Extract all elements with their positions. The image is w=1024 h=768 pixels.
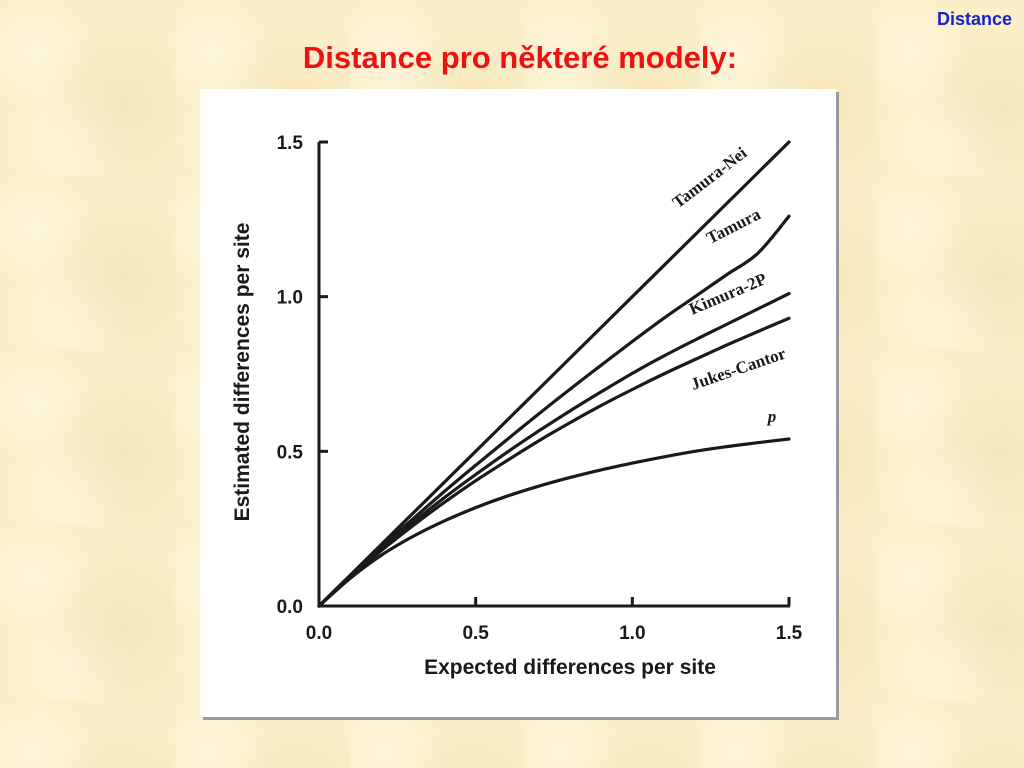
x-tick-label: 1.0 [619, 623, 645, 644]
y-tick-label: 1.5 [277, 133, 304, 154]
y-tick-label: 0.5 [277, 442, 304, 463]
series-label-jukes-cantor: Jukes-Cantor [688, 344, 788, 394]
x-tick-label: 0.0 [306, 623, 332, 644]
figure-card: 0.0 0.5 1.0 1.5 0.0 0.5 1.0 1.5 Tamura-Nei Tamur… [200, 89, 836, 717]
chart-axes [317, 142, 790, 608]
series-label-tamura: Tamura [703, 204, 764, 247]
y-axis-label: Estimated differences per site [231, 223, 254, 522]
y-tick-label: 0.0 [277, 597, 303, 618]
section-label: Distance [936, 9, 1012, 29]
x-tick-label: 0.5 [462, 623, 489, 644]
series-line-jukes-cantor [317, 316, 791, 608]
x-tick-label: 1.5 [776, 623, 803, 644]
series-line-kimura-2p [317, 292, 791, 608]
series-line-tamura-nei [317, 140, 791, 608]
distance-chart: 0.0 0.5 1.0 1.5 0.0 0.5 1.0 1.5 Tamura-NeiTamur… [231, 133, 803, 679]
y-tick-label: 1.0 [277, 288, 303, 309]
chart-ticks: 0.0 0.5 1.0 1.5 0.0 0.5 1.0 1.5 [277, 133, 803, 644]
series-line-p [317, 437, 791, 608]
slide-title: Distance pro některé modely: [302, 40, 738, 75]
series-label-tamura-nei: Tamura-Nei [669, 143, 751, 212]
series-label-p: p [766, 407, 777, 426]
chart-lines [317, 140, 791, 608]
series-line-tamura [317, 214, 791, 608]
x-axis-label: Expected differences per site [424, 656, 716, 679]
